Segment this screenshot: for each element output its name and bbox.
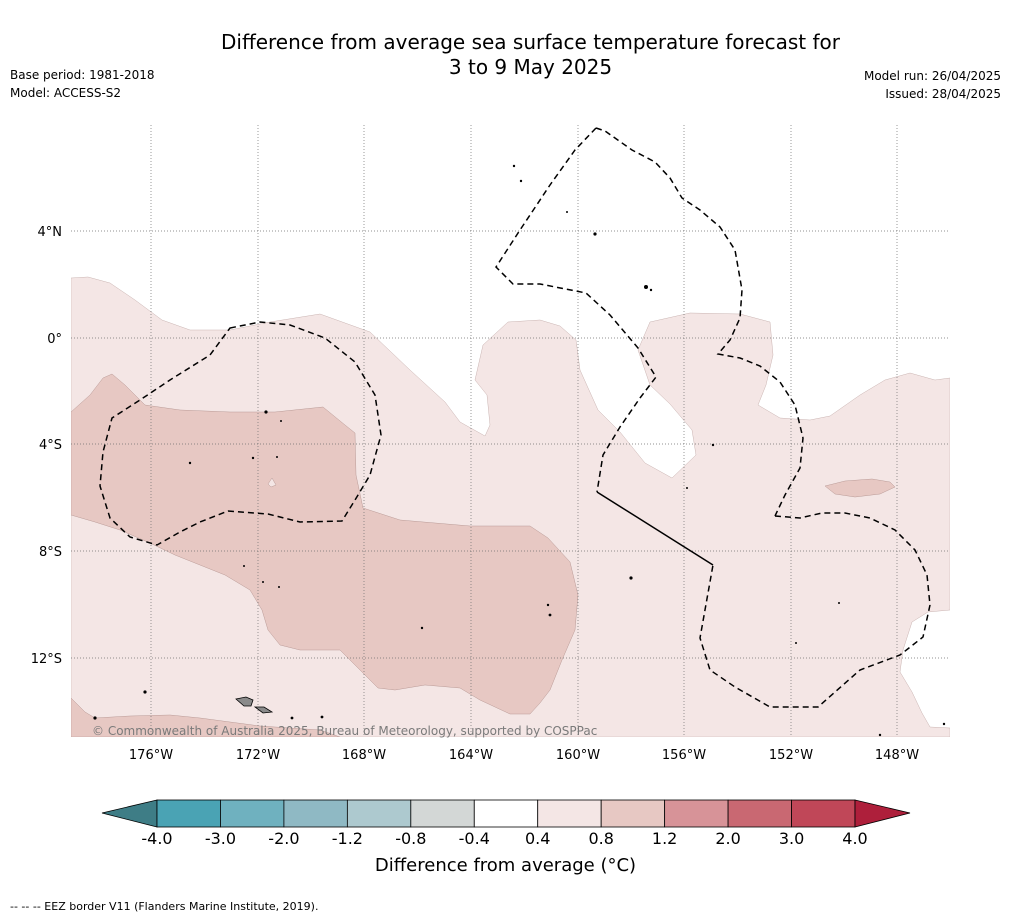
anomaly-patch-east xyxy=(824,478,896,498)
title-line-2: 3 to 9 May 2025 xyxy=(448,55,613,79)
samoa-island-2 xyxy=(253,706,274,714)
lat-label-4s: 4°S xyxy=(39,438,62,453)
meta-left: Base period: 1981-2018 Model: ACCESS-S2 xyxy=(10,66,155,102)
lon-label-172w: 172°W xyxy=(236,748,280,763)
colorbar-low-extension xyxy=(101,799,158,828)
colorbar-tick-label: 2.0 xyxy=(715,829,740,848)
lon-label-148w: 148°W xyxy=(875,748,919,763)
colorbar-bin xyxy=(791,799,856,828)
islands xyxy=(93,164,946,737)
model-name: Model: ACCESS-S2 xyxy=(10,86,122,100)
colorbar-bin xyxy=(473,799,539,828)
lon-labels: 176°W 172°W 168°W 164°W 160°W 156°W 152°… xyxy=(129,748,919,763)
samoa-island-1 xyxy=(235,696,254,707)
lon-label-156w: 156°W xyxy=(662,748,706,763)
colorbar-bin xyxy=(600,799,666,828)
colorbar-tick-label: -2.0 xyxy=(268,829,299,848)
colorbar-tick-label: 0.8 xyxy=(588,829,613,848)
colorbar-bin xyxy=(156,799,221,828)
colorbar: -4.0 -3.0 -2.0 -1.2 -0.8 -0.4 0.4 0.8 1.2 2.0 3.0 4… xyxy=(101,799,911,848)
colorbar-tick-label: -0.8 xyxy=(395,829,426,848)
lat-label-4n: 4°N xyxy=(38,225,63,240)
lon-label-164w: 164°W xyxy=(449,748,493,763)
eez-footnote: -- -- -- EEZ border V11 (Flanders Marine… xyxy=(10,900,319,913)
lat-label-8s: 8°S xyxy=(39,545,62,560)
lat-label-0: 0° xyxy=(47,332,62,347)
lon-label-160w: 160°W xyxy=(556,748,600,763)
anomaly-hole xyxy=(267,477,277,488)
colorbar-tick-label: 4.0 xyxy=(842,829,867,848)
colorbar-bin xyxy=(727,799,792,828)
lon-label-168w: 168°W xyxy=(342,748,386,763)
graticule xyxy=(71,125,950,737)
colorbar-tick-label: -0.4 xyxy=(459,829,490,848)
colorbar-title: Difference from average (°C) xyxy=(374,855,637,876)
issued-date: Issued: 28/04/2025 xyxy=(885,87,1001,101)
eez-borders xyxy=(99,127,931,708)
map-area xyxy=(71,125,950,737)
eez-solid-segment xyxy=(596,491,714,566)
eez-eastern xyxy=(699,512,931,708)
colorbar-tick-label: -3.0 xyxy=(205,829,236,848)
meta-right: Model run: 26/04/2025 Issued: 28/04/2025 xyxy=(864,67,1001,103)
lat-label-12s: 12°S xyxy=(31,652,62,667)
eez-western xyxy=(99,321,382,546)
colorbar-bin xyxy=(283,799,348,828)
colorbar-tick-label: 3.0 xyxy=(779,829,804,848)
lon-label-152w: 152°W xyxy=(769,748,813,763)
copyright-notice: © Commonwealth of Australia 2025, Bureau… xyxy=(92,724,598,738)
colorbar-bin xyxy=(346,799,412,828)
lat-labels: 4°N 0° 4°S 8°S 12°S xyxy=(31,225,62,667)
colorbar-bin xyxy=(220,799,285,828)
lon-label-176w: 176°W xyxy=(129,748,173,763)
colorbar-tick-label: 1.2 xyxy=(652,829,677,848)
model-run: Model run: 26/04/2025 xyxy=(863,69,1001,83)
map-title: Difference from average sea surface temp… xyxy=(0,30,1011,80)
colorbar-bin xyxy=(410,799,475,828)
anomaly-region-0.8-1.2 xyxy=(71,373,579,715)
eez-northern xyxy=(595,127,804,517)
eez-central xyxy=(495,127,657,493)
colorbar-tick-label: -1.2 xyxy=(332,829,363,848)
title-line-1: Difference from average sea surface temp… xyxy=(220,30,840,54)
colorbar-bin xyxy=(664,799,729,828)
colorbar-bin xyxy=(537,799,602,828)
base-period: Base period: 1981-2018 xyxy=(10,68,155,82)
colorbar-tick-label: 0.4 xyxy=(525,829,550,848)
colorbar-tick-label: -4.0 xyxy=(141,829,172,848)
colorbar-high-extension xyxy=(854,799,911,828)
